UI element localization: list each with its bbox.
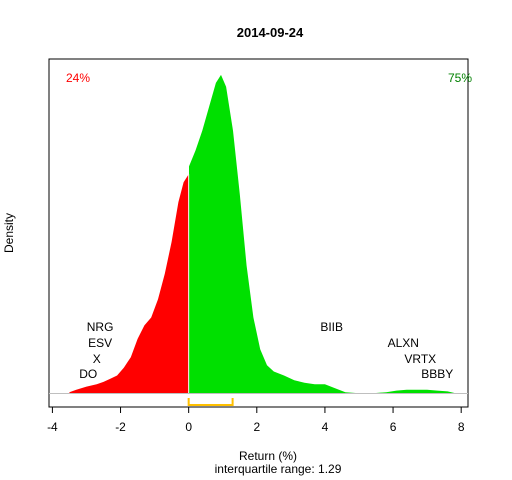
- chart-title: 2014-09-24: [237, 25, 304, 40]
- stock-label-do: DO: [79, 367, 97, 381]
- x-tick-label: 6: [390, 420, 397, 434]
- negative-density-area: [69, 174, 189, 393]
- stock-label-vrtx: VRTX: [404, 352, 436, 366]
- positive-density-area: [189, 74, 455, 394]
- density-areas: [69, 74, 455, 394]
- x-axis: -4 -2 0 2 4 6 8: [47, 406, 465, 434]
- stock-label-biib: BIIB: [320, 320, 343, 334]
- x-tick-label: 0: [185, 420, 192, 434]
- x-tick-label: -4: [47, 420, 58, 434]
- stock-label-nrg: NRG: [87, 320, 114, 334]
- iqr-bracket: [187, 398, 234, 406]
- negative-share-label: 24%: [66, 71, 90, 85]
- stock-label-alxn: ALXN: [388, 336, 419, 350]
- x-axis-label: Return (%): [239, 449, 297, 463]
- x-tick-label: 8: [458, 420, 465, 434]
- stock-label-x: X: [93, 352, 101, 366]
- iqr-subtitle: interquartile range: 1.29: [215, 462, 342, 476]
- stock-label-esv: ESV: [88, 336, 112, 350]
- y-axis-label: Density: [2, 213, 16, 253]
- x-tick-label: 4: [322, 420, 329, 434]
- stock-label-bbby: BBBY: [421, 367, 453, 381]
- positive-share-label: 75%: [448, 71, 472, 85]
- x-tick-label: 2: [253, 420, 260, 434]
- x-tick-label: -2: [115, 420, 126, 434]
